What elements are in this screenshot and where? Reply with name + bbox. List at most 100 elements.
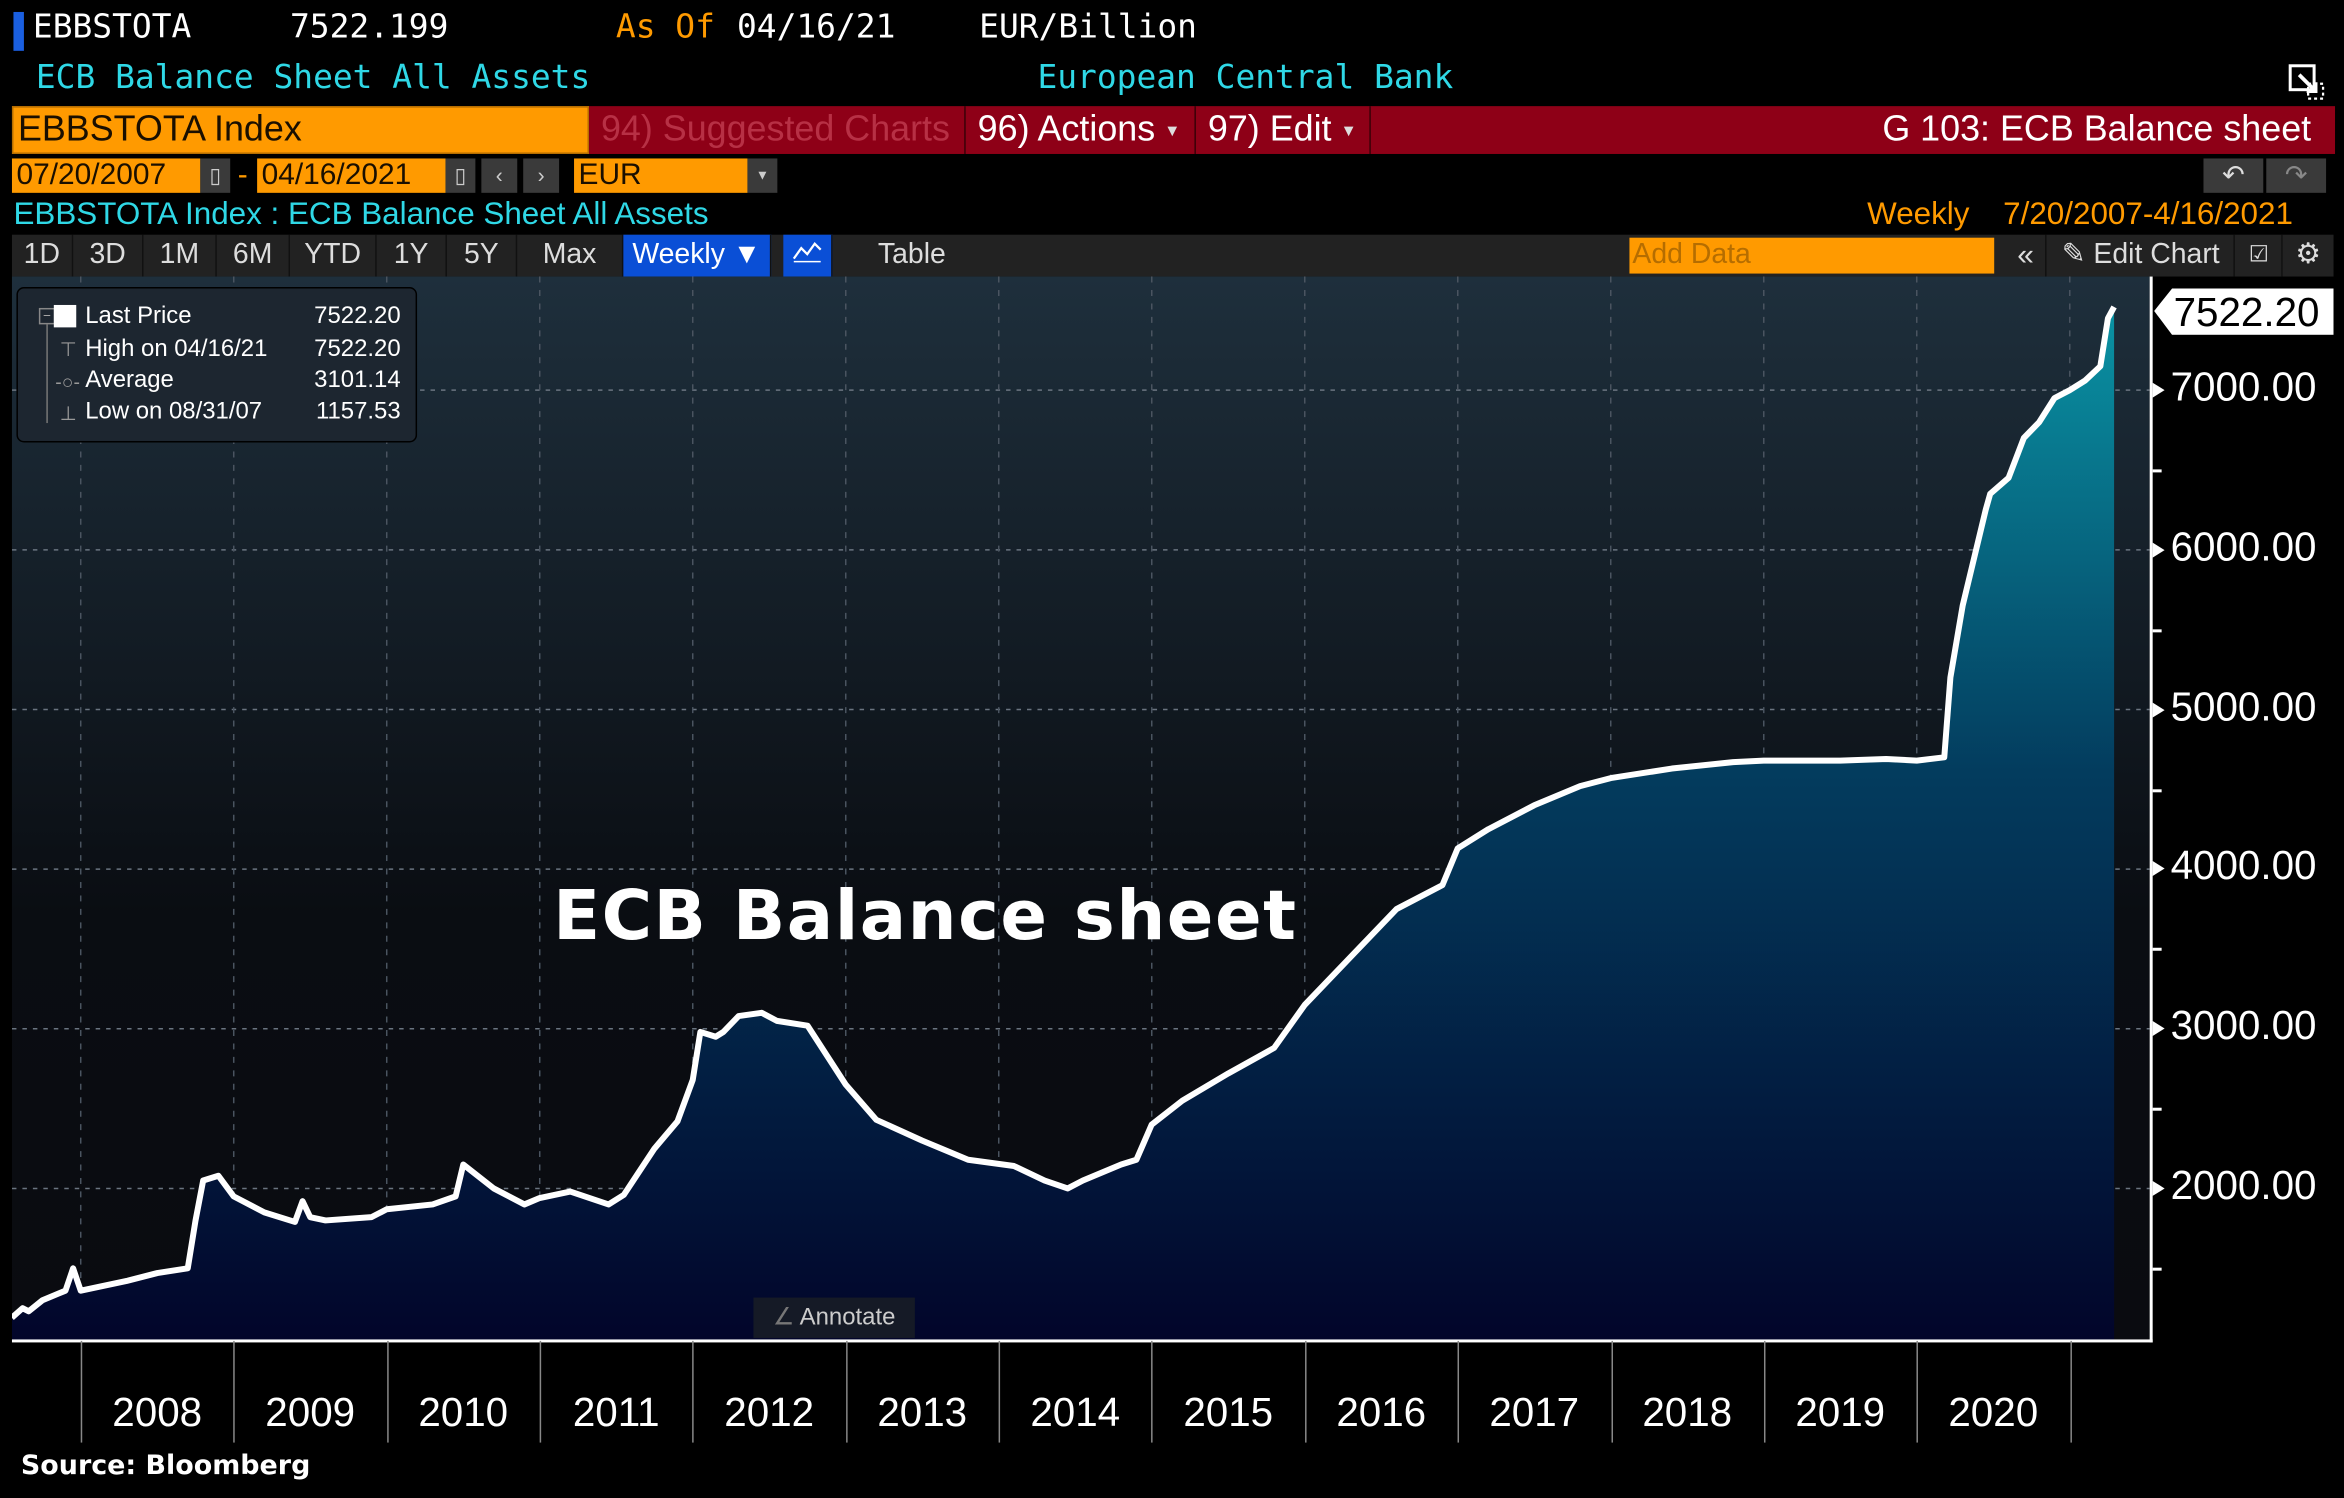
high-icon: ⊤ (59, 337, 77, 361)
period-3d[interactable]: 3D (73, 234, 144, 277)
add-data-input[interactable]: Add Data (1629, 237, 1995, 274)
y-minor-tick (2152, 1108, 2162, 1111)
x-tick (1457, 1340, 1460, 1443)
tree-line (46, 324, 48, 424)
actions-menu[interactable]: 96) Actions ▼ (966, 106, 1196, 154)
annotate-button[interactable]: ∠ Annotate (753, 1297, 915, 1338)
calendar-icon[interactable]: ▯ (200, 158, 231, 193)
x-tick-label: 2011 (572, 1390, 660, 1436)
period-max[interactable]: Max (517, 234, 624, 277)
pencil-icon: ∠ (772, 1305, 795, 1331)
period-1m[interactable]: 1M (144, 234, 217, 277)
checklist-icon[interactable]: ☑ (2236, 234, 2283, 277)
y-tick-label: 3000.00 (2170, 1003, 2317, 1049)
legend-high-label: High on 04/16/21 (85, 336, 268, 362)
pencil-icon: ✎ (2061, 239, 2086, 271)
y-minor-tick (2152, 469, 2162, 473)
suggested-charts-button[interactable]: 94) Suggested Charts (589, 106, 966, 154)
chart-date-range: 7/20/2007-4/16/2021 (2003, 197, 2293, 232)
x-tick (1916, 1340, 1919, 1443)
toolbar: 1D 3D 1M 6M YTD 1Y 5Y Max Weekly ▼ Table… (11, 234, 2334, 277)
y-tick-arrow (2152, 701, 2165, 717)
period-6m[interactable]: 6M (217, 234, 291, 277)
y-tick-label: 2000.00 (2170, 1163, 2317, 1208)
x-tick-label: 2020 (1948, 1390, 2039, 1436)
as-of-label: As Of (615, 8, 715, 47)
collapse-icon[interactable]: « (2006, 234, 2047, 277)
security-marker (13, 11, 24, 51)
chevron-down-icon[interactable]: ▼ (747, 158, 778, 193)
x-tick (2069, 1340, 2072, 1443)
legend-average-value: 3101.14 (314, 367, 401, 394)
x-tick-label: 2010 (418, 1390, 509, 1436)
line-chart-icon[interactable] (783, 234, 833, 277)
chart-legend[interactable]: − ⊤ -○- ⊥ Last Price 7522.20 High on 04/… (16, 287, 418, 443)
chart-annotation: ECB Balance sheet (553, 874, 1298, 956)
low-icon: ⊥ (59, 402, 77, 425)
y-tick-arrow (2152, 542, 2165, 558)
chevron-down-icon: ▼ (1340, 122, 1357, 141)
period-1y[interactable]: 1Y (377, 234, 447, 277)
x-tick-label: 2019 (1795, 1390, 1886, 1436)
next-period-button[interactable]: › (523, 158, 560, 193)
x-tick (233, 1340, 236, 1443)
units: EUR/Billion (979, 8, 1197, 47)
end-date-input[interactable]: 04/16/2021 (257, 158, 446, 193)
redo-icon[interactable]: ↷ (2266, 158, 2327, 193)
y-tick-arrow (2152, 382, 2165, 398)
prev-period-button[interactable]: ‹ (481, 158, 518, 193)
security-input[interactable]: EBBSTOTA Index (11, 106, 589, 154)
ticker: EBBSTOTA (32, 8, 192, 47)
last-value-tag: 7522.20 (2154, 288, 2334, 335)
plot-area[interactable]: ∠ Annotate ECB Balance sheet (11, 276, 2150, 1341)
series-color-swatch (53, 304, 77, 328)
x-tick (539, 1340, 542, 1443)
x-tick-label: 2016 (1336, 1390, 1427, 1436)
legend-average-label: Average (85, 367, 174, 394)
x-tick (692, 1340, 695, 1443)
frequency-dropdown[interactable]: Weekly ▼ (623, 234, 772, 277)
source-organization: European Central Bank (1037, 59, 1454, 98)
chart-title: EBBSTOTA Index : ECB Balance Sheet All A… (13, 197, 709, 232)
popout-icon[interactable] (2287, 63, 2326, 102)
x-tick (1763, 1340, 1766, 1443)
x-tick-label: 2018 (1642, 1390, 1733, 1436)
x-tick (386, 1340, 389, 1443)
actions-label: 96) Actions (977, 109, 1156, 150)
period-1d[interactable]: 1D (12, 234, 74, 277)
y-minor-tick (2152, 788, 2162, 792)
last-value: 7522.199 (290, 8, 449, 47)
currency-select[interactable]: EUR (574, 158, 748, 193)
x-tick-label: 2017 (1489, 1390, 1580, 1436)
start-date-input[interactable]: 07/20/2007 (11, 158, 201, 193)
gear-icon[interactable]: ⚙ (2295, 239, 2321, 271)
y-tick-arrow (2152, 861, 2165, 877)
legend-high-value: 7522.20 (314, 336, 401, 362)
chart-frequency: Weekly (1867, 197, 1970, 232)
y-tick-arrow (2152, 1021, 2165, 1037)
y-tick-label: 6000.00 (2170, 524, 2317, 570)
x-tick-label: 2008 (112, 1390, 203, 1436)
table-view-button[interactable]: Table (877, 239, 946, 271)
period-ytd[interactable]: YTD (290, 234, 377, 277)
as-of-date: 04/16/21 (736, 8, 896, 47)
x-tick (998, 1340, 1001, 1443)
price-chart (11, 276, 2150, 1341)
y-tick-label: 7000.00 (2170, 364, 2317, 410)
x-tick (845, 1340, 848, 1443)
undo-icon[interactable]: ↶ (2203, 158, 2264, 193)
calendar-icon[interactable]: ▯ (445, 158, 476, 193)
source-note: Source: Bloomberg (20, 1450, 311, 1482)
x-tick (80, 1340, 83, 1443)
y-tick-label: 5000.00 (2170, 684, 2317, 729)
x-tick-label: 2009 (265, 1390, 356, 1436)
edit-chart-button[interactable]: ✎ Edit Chart (2048, 234, 2235, 277)
y-minor-tick (2152, 629, 2162, 633)
edit-menu[interactable]: 97) Edit ▼ (1196, 106, 1371, 154)
period-5y[interactable]: 5Y (447, 234, 518, 277)
x-tick (1151, 1340, 1154, 1443)
average-icon: -○- (55, 370, 81, 394)
last-value-tag-text: 7522.20 (2173, 290, 2320, 335)
chevron-down-icon: ▼ (1164, 122, 1181, 141)
x-tick-label: 2013 (877, 1390, 968, 1436)
